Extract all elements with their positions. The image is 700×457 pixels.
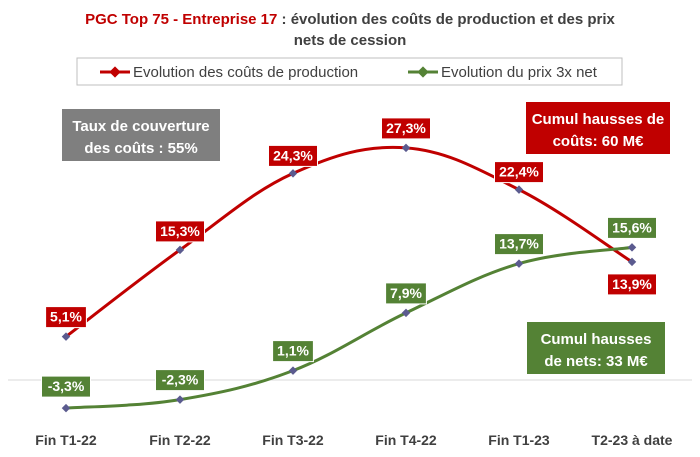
x-tick-label: Fin T2-22: [149, 432, 211, 448]
data-label-net-price: 15,6%: [607, 216, 657, 239]
callout-cost-increase-line-2: coûts: 60 M€: [553, 133, 645, 150]
data-label-text-costs: 24,3%: [273, 147, 313, 163]
data-label-box-net-price: [41, 375, 91, 398]
data-label-box-costs: [268, 144, 318, 167]
data-label-costs: 27,3%: [381, 117, 431, 140]
callout-cost-increase-line-1: Cumul hausses de: [532, 111, 665, 128]
series-line-net-price: [65, 245, 633, 410]
data-label-text-costs: 27,3%: [386, 120, 426, 136]
callout-net-increase-line-1: Cumul hausses: [541, 331, 652, 348]
point-marker-costs: [175, 245, 185, 255]
point-marker-costs: [61, 332, 71, 341]
data-label-costs: 13,9%: [607, 273, 657, 296]
chart-title-line-1: PGC Top 75 - Entreprise 17 : évolution d…: [85, 11, 615, 28]
legend-label-costs: Evolution des coûts de production: [133, 64, 358, 81]
data-label-text-net-price: 7,9%: [390, 285, 422, 301]
data-label-box-costs: [45, 306, 87, 329]
data-label-net-price: -3,3%: [41, 375, 91, 398]
point-marker-net-price: [175, 395, 185, 404]
chart-title-line-2: nets de cession: [294, 32, 407, 49]
data-label-text-costs: 5,1%: [50, 309, 82, 325]
point-marker-net-price: [61, 403, 71, 413]
data-label-box-costs: [155, 220, 205, 243]
data-label-box-net-price: [272, 340, 314, 363]
data-label-text-net-price: 13,7%: [499, 236, 539, 252]
legend: Evolution des coûts de production Evolut…: [76, 57, 623, 86]
legend-item-costs: Evolution des coûts de production: [100, 64, 358, 81]
data-label-box-costs: [494, 161, 544, 184]
legend-label-net-price: Evolution du prix 3x net: [441, 64, 598, 81]
callout-coverage-line-2: des coûts : 55%: [84, 140, 197, 157]
data-label-text-costs: 13,9%: [612, 276, 652, 292]
callout-net-increase: Cumul hausses de nets: 33 M€: [527, 322, 665, 374]
data-label-net-price: -2,3%: [155, 369, 205, 392]
data-label-costs: 22,4%: [494, 161, 544, 184]
data-label-box-net-price: [385, 282, 427, 305]
x-tick-label: T2-23 à date: [592, 432, 673, 448]
chart-title-prefix: PGC Top 75 - Entreprise 17: [85, 11, 277, 28]
data-label-text-net-price: -3,3%: [48, 378, 85, 394]
x-tick-label: Fin T1-23: [488, 432, 550, 448]
data-label-costs: 5,1%: [45, 306, 87, 329]
callout-net-increase-box: [527, 322, 665, 374]
x-tick-label: Fin T4-22: [375, 432, 437, 448]
point-marker-net-price: [514, 259, 524, 268]
callout-coverage-box: [62, 109, 220, 161]
data-label-net-price: 1,1%: [272, 340, 314, 363]
data-label-box-net-price: [494, 233, 544, 256]
data-label-box-costs: [381, 117, 431, 140]
data-label-text-costs: 22,4%: [499, 164, 539, 180]
data-label-text-net-price: 1,1%: [277, 343, 309, 359]
data-label-box-net-price: [155, 369, 205, 392]
x-tick-label: Fin T1-22: [35, 432, 97, 448]
data-label-text-net-price: 15,6%: [612, 219, 652, 235]
chart-title-rest: : évolution des coûts de production et d…: [277, 11, 615, 28]
point-marker-costs: [401, 143, 411, 153]
callout-coverage: Taux de couverture des coûts : 55%: [62, 109, 220, 161]
callout-cost-increase: Cumul hausses de coûts: 60 M€: [526, 102, 670, 154]
point-marker-costs: [288, 169, 298, 178]
plot-area: 5,1% 15,3% 24,3% 27,3% 22,4% 13,9% -3,3% -2,3% 1…: [35, 117, 673, 448]
point-marker-net-price: [288, 366, 298, 375]
data-label-box-costs: [607, 273, 657, 296]
point-marker-net-price: [401, 308, 411, 318]
legend-box: [76, 57, 623, 86]
point-marker-net-price: [627, 243, 637, 252]
data-label-costs: 15,3%: [155, 220, 205, 243]
series-line-costs: [65, 145, 633, 338]
data-label-box-net-price: [607, 216, 657, 239]
callout-net-increase-line-2: de nets: 33 M€: [544, 353, 648, 370]
data-label-text-net-price: -2,3%: [162, 372, 199, 388]
data-label-text-costs: 15,3%: [160, 223, 200, 239]
point-marker-costs: [627, 257, 637, 267]
data-label-net-price: 7,9%: [385, 282, 427, 305]
callout-coverage-line-1: Taux de couverture: [72, 118, 209, 135]
x-tick-label: Fin T3-22: [262, 432, 324, 448]
callout-cost-increase-box: [526, 102, 670, 154]
data-label-net-price: 13,7%: [494, 233, 544, 256]
data-label-costs: 24,3%: [268, 144, 318, 167]
